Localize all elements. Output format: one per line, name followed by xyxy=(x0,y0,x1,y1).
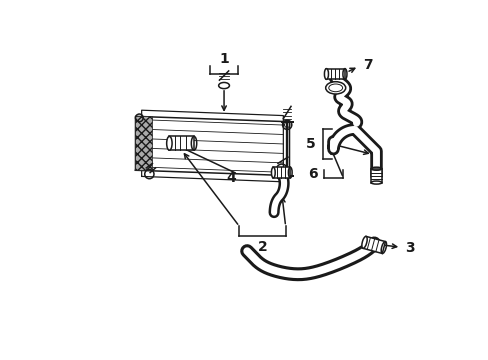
Polygon shape xyxy=(135,116,152,170)
Ellipse shape xyxy=(324,69,328,80)
Text: 2: 2 xyxy=(257,240,267,254)
Text: 5: 5 xyxy=(305,137,315,151)
Ellipse shape xyxy=(166,136,172,150)
Text: 7: 7 xyxy=(362,58,371,72)
Ellipse shape xyxy=(361,237,366,248)
Bar xyxy=(362,237,385,253)
Bar xyxy=(326,69,344,80)
Ellipse shape xyxy=(370,181,381,184)
Bar xyxy=(370,169,381,183)
Ellipse shape xyxy=(218,82,229,89)
Bar xyxy=(169,136,194,150)
Text: 3: 3 xyxy=(404,241,414,255)
Ellipse shape xyxy=(271,167,275,178)
Bar xyxy=(273,167,290,178)
Text: 1: 1 xyxy=(219,51,228,66)
Text: 6: 6 xyxy=(307,167,317,181)
Text: 4: 4 xyxy=(226,171,236,185)
Ellipse shape xyxy=(325,82,345,94)
